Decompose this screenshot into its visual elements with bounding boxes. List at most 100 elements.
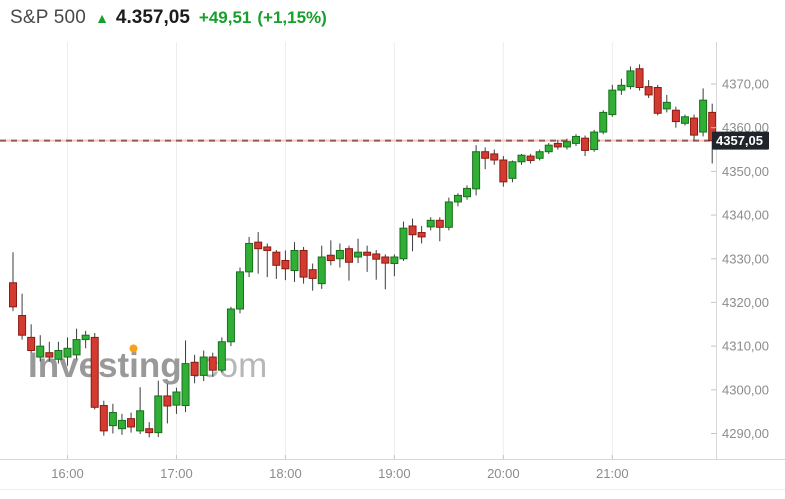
candle-20:10[interactable] [517, 153, 526, 165]
candle-17:00[interactable] [172, 387, 181, 414]
candle-18:05[interactable] [290, 242, 299, 282]
candle-19:55[interactable] [490, 149, 499, 165]
candle-20:20[interactable] [535, 149, 544, 161]
candle-18:25[interactable] [326, 240, 335, 266]
candle-18:50[interactable] [372, 250, 381, 280]
x-axis-tick-label: 20:00 [487, 466, 520, 481]
candle-21:35[interactable] [671, 106, 680, 128]
candle-18:35[interactable] [344, 245, 353, 281]
candle-15:50[interactable] [45, 341, 54, 362]
candle-16:40[interactable] [136, 387, 145, 434]
last-price-tag: 4357,05 [712, 131, 769, 150]
last-price-tag-value: 4357,05 [716, 133, 763, 148]
candle-18:00[interactable] [281, 250, 290, 281]
candle-21:15[interactable] [635, 64, 644, 91]
candle-19:20[interactable] [426, 217, 435, 231]
candle-19:10[interactable] [408, 218, 417, 252]
candle-18:20[interactable] [317, 245, 326, 289]
candle-21:05[interactable] [617, 78, 626, 95]
candle-21:10[interactable] [626, 66, 635, 90]
y-axis-tick-label: 4360,00 [722, 120, 769, 135]
y-axis-tick-label: 4300,00 [722, 382, 769, 397]
candle-15:40[interactable] [27, 324, 36, 353]
candle-18:55[interactable] [381, 254, 390, 290]
candle-21:20[interactable] [644, 80, 653, 98]
candle-16:55[interactable] [163, 383, 172, 424]
candle-15:30[interactable] [9, 252, 17, 312]
candle-19:40[interactable] [463, 185, 472, 200]
candle-20:50[interactable] [590, 129, 599, 152]
y-axis-tick-label: 4340,00 [722, 208, 769, 223]
candle-16:45[interactable] [145, 422, 154, 438]
candle-20:30[interactable] [553, 139, 562, 150]
candle-16:10[interactable] [81, 330, 90, 349]
y-axis-tick-label: 4310,00 [722, 339, 769, 354]
y-axis-tick-label: 4370,00 [722, 77, 769, 92]
axes: 4370,00 4360,00 4350,00 4340,00 4330,00 4320,… [0, 42, 785, 490]
candle-18:30[interactable] [335, 243, 344, 268]
candle-15:45[interactable] [36, 335, 45, 362]
candle-16:20[interactable] [99, 400, 108, 436]
candle-17:05[interactable] [181, 340, 190, 413]
candle-17:15[interactable] [199, 350, 208, 382]
candle-19:50[interactable] [481, 147, 490, 170]
candle-19:00[interactable] [390, 254, 399, 277]
candle-20:45[interactable] [581, 135, 590, 157]
price-change-percent: (+1,15%) [257, 8, 327, 27]
candle-15:35[interactable] [18, 293, 27, 340]
candle-17:40[interactable] [245, 236, 254, 278]
candle-17:55[interactable] [272, 250, 281, 279]
candle-20:25[interactable] [544, 142, 553, 154]
candle-18:15[interactable] [308, 263, 317, 291]
candle-21:30[interactable] [662, 94, 671, 113]
candle-20:35[interactable] [562, 138, 571, 150]
candle-19:35[interactable] [453, 193, 462, 207]
candle-16:15[interactable] [90, 333, 99, 410]
candle-17:25[interactable] [217, 337, 226, 373]
watermark-brand: Investing [28, 346, 182, 385]
candle-16:35[interactable] [127, 412, 136, 433]
candle-18:40[interactable] [354, 238, 363, 264]
candle-19:45[interactable] [472, 145, 481, 196]
candle-20:05[interactable] [508, 160, 517, 183]
watermark-i-dot-icon [129, 344, 138, 353]
x-axis-tick-label: 21:00 [596, 466, 629, 481]
candle-19:30[interactable] [444, 197, 453, 231]
candle-17:20[interactable] [208, 352, 217, 377]
candle-20:55[interactable] [599, 110, 608, 135]
candle-20:40[interactable] [571, 134, 580, 147]
y-axis-tick-label: 4350,00 [722, 164, 769, 179]
candle-17:30[interactable] [226, 306, 235, 347]
candle-16:05[interactable] [72, 328, 81, 360]
candle-16:00[interactable] [63, 337, 72, 366]
x-axis-tick-label: 17:00 [160, 466, 193, 481]
x-axis-tick-label: 19:00 [378, 466, 411, 481]
candle-17:10[interactable] [190, 354, 199, 384]
candlestick-series[interactable] [9, 64, 717, 438]
y-axis-tick-label: 4290,00 [722, 426, 769, 441]
candle-19:05[interactable] [399, 221, 408, 261]
candle-21:00[interactable] [608, 84, 617, 117]
candle-20:00[interactable] [499, 156, 508, 187]
x-axis-tick-label: 16:00 [51, 466, 84, 481]
candle-17:35[interactable] [236, 267, 245, 314]
y-axis-tick-label: 4330,00 [722, 251, 769, 266]
candle-21:40[interactable] [680, 114, 689, 126]
price-up-arrow-icon: ▲ [95, 10, 109, 26]
candle-20:15[interactable] [526, 153, 535, 164]
candle-21:50[interactable] [699, 88, 708, 137]
candle-18:10[interactable] [299, 246, 308, 284]
candle-17:45[interactable] [254, 232, 263, 274]
candle-16:25[interactable] [108, 403, 117, 434]
candle-19:25[interactable] [435, 217, 444, 242]
candle-16:30[interactable] [117, 413, 126, 435]
candle-18:45[interactable] [363, 245, 372, 272]
candle-19:15[interactable] [417, 225, 426, 244]
instrument-header: S&P 500 ▲ 4.357,05 +49,51 (+1,15%) [10, 7, 327, 29]
candle-16:50[interactable] [154, 380, 163, 437]
candle-21:45[interactable] [690, 114, 699, 141]
candle-21:25[interactable] [653, 84, 662, 116]
candle-15:55[interactable] [54, 341, 63, 364]
candle-17:50[interactable] [263, 243, 272, 278]
